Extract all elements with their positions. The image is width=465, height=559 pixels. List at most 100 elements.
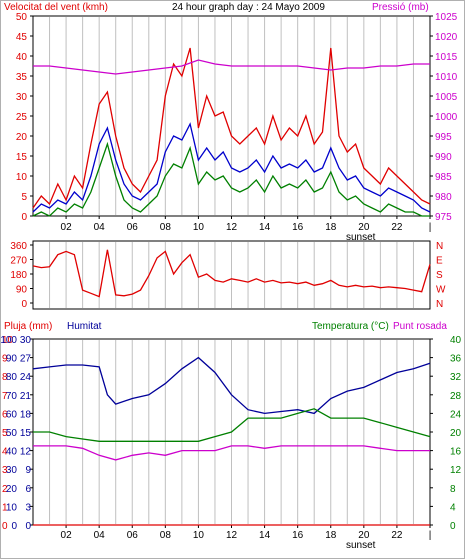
x-tick-label: 04 <box>94 222 106 233</box>
compass-label: S <box>436 270 443 281</box>
direction-y-tick-label: 0 <box>21 299 27 310</box>
direction-line <box>32 249 431 298</box>
direction-y-tick-label: 360 <box>10 241 27 252</box>
humidity-tick-label: 80 <box>6 372 18 383</box>
left-temp-tick-label: 15 <box>20 428 32 439</box>
compass-label: E <box>436 256 443 267</box>
direction-y-tick-label: 90 <box>16 285 28 296</box>
x-tick-label: 20 <box>358 222 370 233</box>
x-tick-label: 14 <box>259 222 271 233</box>
humidity-tick-label: 30 <box>6 465 18 476</box>
left-temp-tick-label: 12 <box>20 447 32 458</box>
x-tick-label: 22 <box>391 530 403 541</box>
rain-tick-label: 3 <box>2 465 8 476</box>
compass-label: N <box>436 299 443 310</box>
wind-y-tick-label: 20 <box>16 132 28 143</box>
pressure-y-tick-label: 1010 <box>435 72 458 83</box>
temperature-line <box>33 408 431 442</box>
gust-line <box>32 122 431 213</box>
dew-line <box>33 445 430 461</box>
temperature-axis-label: Temperatura (°C) <box>312 321 389 332</box>
x-tick-label: 10 <box>193 222 205 233</box>
humidity-tick-label: 70 <box>6 391 18 402</box>
left-temp-tick-label: 18 <box>20 409 32 420</box>
x-tick-label: 14 <box>259 530 271 541</box>
chart-title: 24 hour graph day : 24 Mayo 2009 <box>172 2 325 13</box>
x-tick-label: 16 <box>292 222 304 233</box>
left-temp-tick-label: 30 <box>20 335 32 346</box>
rain-tick-label: 7 <box>2 391 8 402</box>
pressure-line <box>33 59 430 75</box>
pressure-y-tick-label: 985 <box>435 172 452 183</box>
rain-tick-label: 4 <box>2 447 8 458</box>
humidity-tick-label: 40 <box>6 447 18 458</box>
rain-tick-label: 6 <box>2 409 8 420</box>
humidity-tick-label: 60 <box>6 409 18 420</box>
left-temp-tick-label: 21 <box>20 391 32 402</box>
pressure-y-tick-label: 1000 <box>435 112 458 123</box>
compass-label: N <box>436 241 443 252</box>
wind-y-tick-label: 10 <box>16 172 28 183</box>
x-tick-label: 06 <box>127 530 139 541</box>
humidity-tick-label: 0 <box>11 521 17 532</box>
temperature-tick-label: 20 <box>450 428 462 439</box>
x-tick-label: 06 <box>127 222 139 233</box>
sunset-label-top: sunset <box>346 232 376 243</box>
x-tick-label: 02 <box>61 222 73 233</box>
pressure-y-tick-label: 975 <box>435 212 452 223</box>
wind-y-tick-label: 45 <box>16 32 28 43</box>
x-tick-label: 18 <box>325 222 337 233</box>
temperature-tick-label: 36 <box>450 354 462 365</box>
left-temp-tick-label: 9 <box>25 465 31 476</box>
humidity-tick-label: 100 <box>0 335 17 346</box>
humidity-tick-label: 20 <box>6 484 18 495</box>
left-temp-tick-label: 0 <box>25 521 31 532</box>
temperature-tick-label: 32 <box>450 372 462 383</box>
rain-tick-label: 1 <box>2 502 8 513</box>
pressure-y-tick-label: 1015 <box>435 52 458 63</box>
pressure-y-tick-label: 1005 <box>435 92 458 103</box>
x-tick-label: 12 <box>226 222 238 233</box>
pressure-y-tick-label: 980 <box>435 192 452 203</box>
wind-pressure-panel: Velocitat del vent (kmh) 24 hour graph d… <box>4 2 458 243</box>
wind-y-tick-label: 50 <box>16 12 28 23</box>
humidity-tick-label: 10 <box>6 502 18 513</box>
humidity-tick-label: 50 <box>6 428 18 439</box>
wind-line <box>32 47 431 209</box>
wind-y-tick-label: 40 <box>16 52 28 63</box>
rain-tick-label: 2 <box>2 484 8 495</box>
humidity-line <box>32 356 431 415</box>
left-temp-tick-label: 27 <box>20 354 32 365</box>
temperature-tick-label: 28 <box>450 391 462 402</box>
wind-y-tick-label: 35 <box>16 72 28 83</box>
x-tick-label: 10 <box>193 530 205 541</box>
left-temp-tick-label: 24 <box>20 372 32 383</box>
direction-panel: 0 N 90 W 180 S 270 E 360 N <box>10 240 446 310</box>
dewpoint-axis-label: Punt rosada <box>393 321 447 332</box>
pressure-y-tick-label: 995 <box>435 132 452 143</box>
direction-y-tick-label: 270 <box>10 256 27 267</box>
wind-y-tick-label: 5 <box>21 192 27 203</box>
x-tick-label: 12 <box>226 530 238 541</box>
x-tick-label: 08 <box>160 222 172 233</box>
wind-axis-label: Velocitat del vent (kmh) <box>4 2 108 13</box>
wind-y-tick-label: 0 <box>21 212 27 223</box>
green-line <box>32 141 430 217</box>
temperature-tick-label: 4 <box>450 502 456 513</box>
wind-y-tick-label: 15 <box>16 152 28 163</box>
pressure-y-tick-label: 1020 <box>435 32 458 43</box>
rain-tick-label: 9 <box>2 354 8 365</box>
rain-tick-label: 10 <box>2 335 14 346</box>
x-tick-label: | <box>429 530 432 541</box>
x-tick-label: 22 <box>391 222 403 233</box>
x-tick-label: 18 <box>325 530 337 541</box>
rain-tick-label: 5 <box>2 428 8 439</box>
pressure-y-tick-label: 1025 <box>435 12 458 23</box>
x-tick-label: 04 <box>94 530 106 541</box>
x-tick-label: 08 <box>160 530 172 541</box>
left-temp-tick-label: 3 <box>25 502 31 513</box>
temperature-tick-label: 8 <box>450 484 456 495</box>
x-tick-label: | <box>429 222 432 233</box>
temperature-tick-label: 0 <box>450 521 456 532</box>
